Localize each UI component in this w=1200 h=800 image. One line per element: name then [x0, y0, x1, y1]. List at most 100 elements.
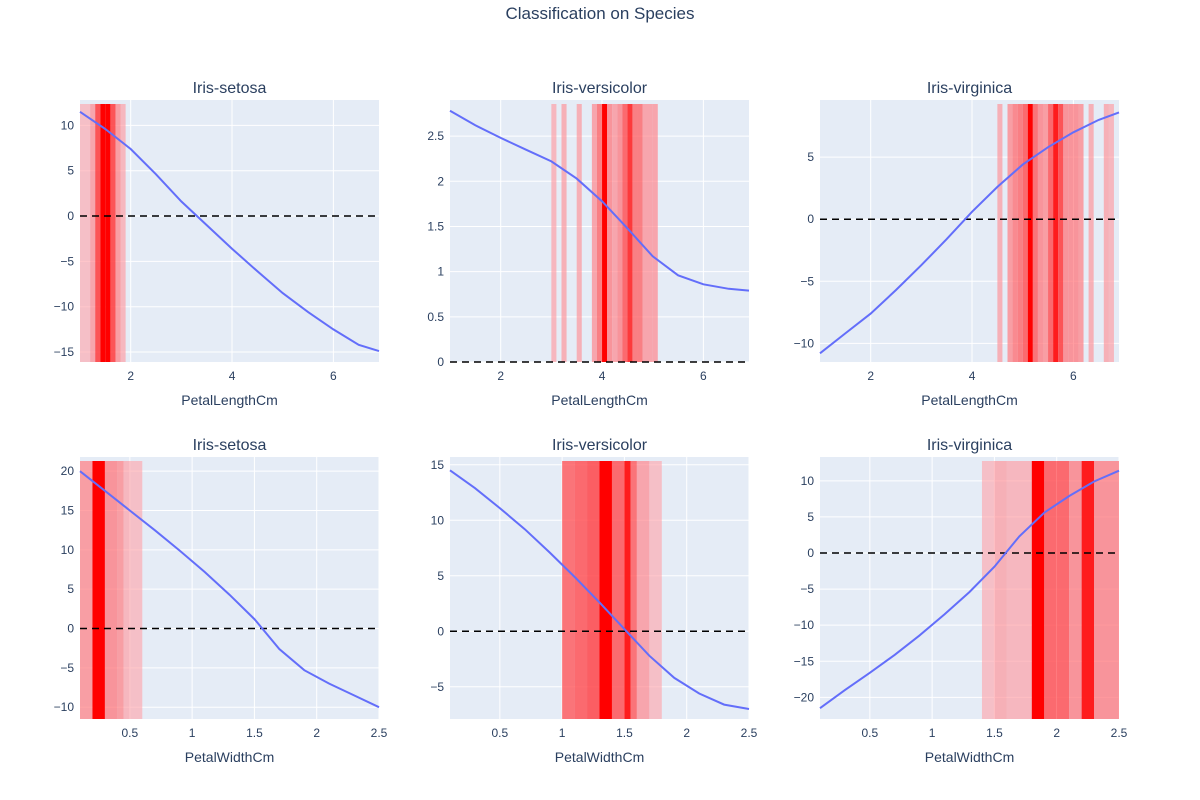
- density-band: [632, 104, 638, 362]
- density-band: [1058, 104, 1064, 362]
- density-band: [1053, 104, 1059, 362]
- density-band: [636, 461, 650, 719]
- density-band: [1048, 104, 1054, 362]
- density-band: [622, 104, 628, 362]
- y-tick-label: −10: [794, 618, 815, 632]
- y-tick-label: −15: [54, 345, 75, 359]
- density-band: [981, 461, 995, 719]
- density-band: [115, 104, 121, 362]
- x-tick-label: 2: [683, 726, 690, 740]
- y-tick-label: 15: [431, 458, 445, 472]
- y-tick-label: 0.5: [427, 310, 444, 324]
- density-band: [92, 461, 105, 719]
- density-band: [596, 104, 603, 362]
- x-tick-label: 4: [229, 369, 236, 383]
- x-tick-label: 2: [313, 726, 320, 740]
- y-tick-label: 0: [437, 355, 444, 369]
- density-band: [1056, 461, 1070, 719]
- x-tick-label: 2: [497, 369, 504, 383]
- x-axis-label: PetalWidthCm: [555, 749, 644, 765]
- x-tick-label: 1: [929, 726, 936, 740]
- x-tick-label: 1.5: [616, 726, 633, 740]
- decision-curve: [819, 469, 1120, 710]
- y-tick-label: 2.5: [427, 129, 444, 143]
- density-band: [80, 104, 91, 362]
- x-tick-label: 2: [1053, 726, 1060, 740]
- x-tick-label: 6: [1070, 369, 1077, 383]
- density-band: [1022, 104, 1028, 362]
- density-band: [1032, 104, 1038, 362]
- y-tick-label: 5: [67, 582, 74, 596]
- y-tick-label: −20: [794, 690, 815, 704]
- subplot-2: Iris-versicolor 2 4 6 0 0.5 1 1.5 2 2.5 PetalLengt…: [427, 80, 750, 408]
- density-band: [1069, 461, 1082, 719]
- y-tick-label: 5: [807, 510, 814, 524]
- density-band: [591, 104, 597, 362]
- y-tick-label: 5: [807, 150, 814, 164]
- density-band: [599, 461, 612, 719]
- y-tick-label: −5: [60, 254, 74, 268]
- density-band: [1037, 104, 1043, 362]
- y-tick-label: −5: [800, 582, 814, 596]
- y-tick-label: 0: [67, 209, 74, 223]
- subplot-1: Iris-setosa 2 4 6 −15 −10 −5 0 5 10 PetalLengthCm: [54, 80, 380, 408]
- density-band: [1103, 104, 1109, 362]
- density-band: [637, 104, 643, 362]
- y-tick-label: −5: [430, 680, 444, 694]
- density-band: [612, 104, 618, 362]
- y-tick-label: 0: [437, 624, 444, 638]
- density-band: [100, 104, 106, 362]
- y-tick-label: 0: [807, 212, 814, 226]
- x-axis-label: PetalLengthCm: [181, 392, 278, 408]
- subplot-title: Iris-versicolor: [552, 437, 648, 454]
- x-tick-label: 0.5: [121, 726, 138, 740]
- x-axis-label: PetalWidthCm: [925, 749, 1014, 765]
- plot-background: [80, 100, 379, 362]
- y-tick-label: −10: [794, 336, 815, 350]
- x-axis-label: PetalWidthCm: [185, 749, 274, 765]
- density-band: [90, 104, 96, 362]
- x-tick-label: 1.5: [986, 726, 1003, 740]
- y-tick-label: 10: [61, 543, 75, 557]
- density-band: [994, 461, 1007, 719]
- y-tick-label: 10: [61, 118, 75, 132]
- x-tick-label: 2: [127, 369, 134, 383]
- x-tick-label: 4: [599, 369, 606, 383]
- y-tick-label: 2: [437, 174, 444, 188]
- x-axis-label: PetalLengthCm: [921, 392, 1018, 408]
- density-band: [123, 461, 130, 719]
- density-band: [630, 461, 637, 719]
- density-band: [1073, 104, 1079, 362]
- y-tick-label: 10: [801, 474, 815, 488]
- density-band: [120, 104, 126, 362]
- density-band: [1017, 104, 1023, 362]
- density-band: [642, 104, 653, 362]
- subplot-title: Iris-virginica: [927, 80, 1012, 97]
- density-band: [561, 104, 567, 362]
- y-tick-label: 10: [431, 513, 445, 527]
- y-tick-label: −10: [54, 300, 75, 314]
- y-tick-label: 0: [807, 546, 814, 560]
- x-tick-label: 4: [969, 369, 976, 383]
- x-tick-label: 2.5: [741, 726, 758, 740]
- x-tick-label: 0.5: [491, 726, 508, 740]
- x-tick-label: 0.5: [861, 726, 878, 740]
- density-band: [104, 461, 118, 719]
- density-band: [1012, 104, 1018, 362]
- density-band: [1108, 104, 1114, 362]
- decision-curve: [819, 111, 1120, 355]
- decision-curve: [449, 469, 750, 710]
- density-band: [652, 104, 658, 362]
- y-tick-label: −5: [800, 274, 814, 288]
- density-band: [602, 104, 608, 362]
- density-band: [1027, 104, 1033, 362]
- density-band: [587, 461, 600, 719]
- density-band: [562, 461, 575, 719]
- subplot-title: Iris-virginica: [927, 437, 1012, 454]
- subplot-title: Iris-versicolor: [552, 80, 648, 97]
- density-band: [624, 461, 631, 719]
- y-tick-label: 20: [61, 464, 75, 478]
- figure-title: Classification on Species: [505, 4, 695, 23]
